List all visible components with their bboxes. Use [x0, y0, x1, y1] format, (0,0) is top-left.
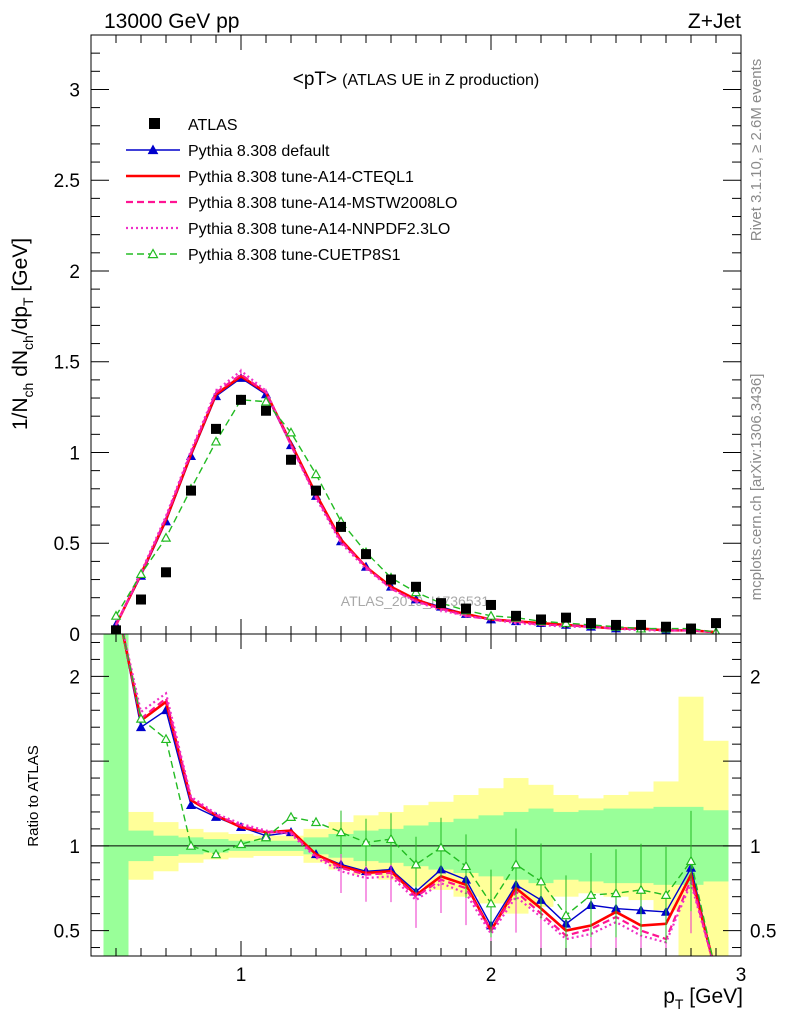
ratio-point	[585, 889, 597, 899]
atlas-data-point	[236, 394, 246, 405]
ratio-point	[285, 811, 297, 821]
ratio-point	[135, 721, 147, 732]
ratio-y-tick-label: 1	[69, 837, 80, 858]
atlas-data-point	[411, 581, 421, 592]
ratio-point	[510, 859, 522, 869]
legend-atlas-marker	[149, 118, 160, 129]
legend-label: ATLAS	[188, 117, 238, 134]
ratio-point	[235, 838, 247, 849]
atlas-data-point	[361, 549, 371, 560]
stat-band-bin	[103, 634, 129, 956]
mc-point	[310, 468, 322, 479]
atlas-data-point	[536, 614, 546, 625]
ratio-point	[360, 837, 372, 847]
plot-title: <pT> (ATLAS UE in Z production)	[293, 69, 539, 90]
ratio-point	[210, 848, 222, 859]
ratio-y-tick-label: 2	[69, 667, 80, 688]
mc-point	[210, 436, 222, 446]
legend-marker	[147, 248, 159, 259]
plot-title-sub: (ATLAS UE in Z production)	[342, 72, 539, 89]
legend-label: Pythia 8.308 tune-A14-CTEQL1	[188, 169, 414, 186]
main-y-axis-label: 1/Nch dNch/dpT [GeV]	[9, 238, 36, 430]
ratio-point	[485, 898, 497, 908]
legend-marker	[147, 144, 159, 155]
mc-point	[260, 396, 272, 406]
atlas-data-point	[386, 574, 396, 585]
atlas-data-point	[611, 619, 621, 630]
ratio-y-tick-label: 0.5	[54, 922, 80, 943]
legend-label: Pythia 8.308 tune-A14-MSTW2008LO	[188, 195, 457, 212]
ratio-point	[260, 831, 272, 842]
process-label: Z+Jet	[688, 10, 741, 33]
atlas-data-point	[161, 567, 171, 578]
ratio-point	[460, 860, 472, 871]
ratio-point	[560, 909, 572, 920]
legend-label: Pythia 8.308 default	[188, 143, 330, 160]
atlas-data-point	[461, 603, 471, 614]
legend: ATLAS Pythia 8.308 default Pythia 8.308 tu…	[126, 117, 457, 264]
ratio-point	[435, 842, 447, 852]
ratio-point	[610, 887, 622, 898]
main-y-tick-label: 2.5	[54, 171, 80, 192]
mc-point	[110, 610, 122, 620]
main-y-tick-label: 1.5	[54, 353, 80, 374]
rivet-label: Rivet 3.1.10, ≥ 2.6M events	[748, 59, 765, 242]
main-y-tick-label: 0	[69, 625, 80, 646]
ratio-point	[310, 816, 322, 827]
mc-point	[285, 427, 297, 437]
ratio-point	[335, 826, 347, 837]
x-axis-label: pT [GeV]	[663, 985, 743, 1012]
atlas-data-point	[261, 405, 271, 416]
axes-layer: 1 2 3 0 0.5 1 1.5 2 2.5 3 0.5 0.5 1 1 2 2	[54, 34, 776, 986]
atlas-data-point	[636, 619, 646, 630]
ratio-point	[185, 799, 197, 810]
ratio-y-axis-label: Ratio to ATLAS	[25, 745, 42, 846]
energy-label: 13000 GeV pp	[104, 10, 239, 33]
atlas-data-point	[286, 454, 296, 465]
atlas-data-point	[211, 423, 221, 434]
atlas-data-point	[336, 521, 346, 532]
legend-label: Pythia 8.308 tune-A14-NNPDF2.3LO	[188, 221, 450, 238]
atlas-data-point	[511, 610, 521, 621]
x-tick-label: 1	[236, 965, 247, 986]
atlas-data-point	[436, 598, 446, 609]
x-tick-label: 2	[486, 965, 497, 986]
atlas-data-point	[311, 485, 321, 496]
main-y-tick-label: 3	[69, 80, 80, 101]
mc-point	[135, 568, 147, 579]
ratio-point	[185, 840, 197, 850]
atlas-data-point	[136, 594, 146, 605]
ratio-y-tick-label-right: 1	[750, 837, 761, 858]
mc-point	[160, 532, 172, 542]
ratio-y-tick-label-right: 0.5	[750, 922, 776, 943]
atlas-data-point	[711, 618, 721, 629]
ratio-point	[160, 733, 172, 744]
ratio-point	[685, 855, 697, 866]
legend-label: Pythia 8.308 tune-CUETP8S1	[188, 247, 401, 264]
main-y-tick-label: 2	[69, 262, 80, 283]
atlas-data-point	[586, 618, 596, 629]
atlas-data-point	[186, 485, 196, 496]
x-tick-label: 3	[736, 965, 747, 986]
ratio-series-layer	[121, 634, 714, 956]
mcplots-label: mcplots.cern.ch [arXiv:1306.3436]	[748, 374, 765, 601]
ratio-point	[635, 884, 647, 894]
mc-point	[410, 586, 422, 597]
ratio-point	[135, 713, 147, 723]
main-y-tick-label: 0.5	[54, 534, 80, 555]
plot-title-main: <pT>	[293, 69, 337, 90]
ratio-point	[385, 833, 397, 844]
ratio-point	[535, 875, 547, 886]
atlas-data-point	[561, 612, 571, 623]
atlas-data-point	[486, 599, 496, 610]
ratio-point	[660, 889, 672, 899]
ratio-point	[410, 859, 422, 869]
main-y-tick-label: 1	[69, 443, 80, 464]
ratio-y-tick-label-right: 2	[750, 667, 761, 688]
